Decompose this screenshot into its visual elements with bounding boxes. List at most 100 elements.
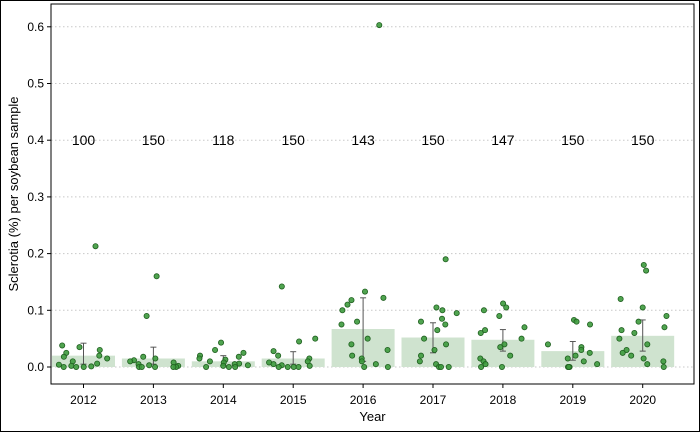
data-point-2018: [482, 361, 489, 368]
data-point-2018: [498, 363, 505, 370]
data-point-2020: [618, 327, 625, 334]
data-point-2019: [564, 355, 571, 362]
data-point-2015: [275, 352, 282, 359]
data-point-2016: [376, 22, 383, 29]
data-point-2013: [170, 363, 177, 370]
data-point-2017: [443, 341, 450, 348]
axis-layer: 0.0 0.1 0.2 0.3 0.4 0.5 0.6 2012 2013 2014 2015 201…: [27, 20, 656, 407]
sample-count-2015: 150: [282, 132, 306, 148]
count-label-layer: 100 150 118 150 143 150 147 150 150: [72, 132, 655, 148]
data-point-2014: [220, 362, 227, 369]
data-point-2017: [442, 321, 449, 328]
data-point-2014: [203, 363, 210, 370]
y-tick-label: 0.3: [27, 190, 44, 204]
data-point-2019: [578, 346, 585, 353]
data-point-2020: [644, 341, 651, 348]
data-point-2017: [416, 358, 423, 365]
data-point-2017: [417, 318, 424, 325]
data-point-2018: [521, 324, 528, 331]
data-point-2016: [358, 358, 365, 365]
data-point-2014: [240, 349, 247, 356]
data-point-2014: [218, 339, 225, 346]
data-point-2012: [60, 353, 67, 360]
y-tick-label: 0.0: [27, 360, 44, 374]
data-point-2016: [348, 297, 355, 304]
data-point-2018: [503, 304, 510, 311]
sample-count-2012: 100: [72, 132, 96, 148]
data-point-2013: [143, 312, 150, 319]
y-tick-label: 0.5: [27, 77, 44, 91]
data-point-2018: [477, 329, 484, 336]
data-point-2013: [146, 362, 153, 369]
data-point-2012: [104, 355, 111, 362]
data-point-2017: [421, 335, 428, 342]
data-point-2015: [295, 363, 302, 370]
data-point-2016: [338, 321, 345, 328]
data-point-2012: [73, 363, 80, 370]
data-point-2015: [312, 335, 319, 342]
data-point-2018: [496, 312, 503, 319]
data-point-2016: [384, 346, 391, 353]
data-point-2020: [660, 363, 667, 370]
data-point-2015: [290, 363, 297, 370]
x-tick-label: 2020: [629, 393, 656, 407]
data-point-2012: [59, 342, 66, 349]
sample-count-2017: 150: [421, 132, 445, 148]
data-point-2018: [501, 341, 508, 348]
data-point-2016: [361, 363, 368, 370]
data-point-2015: [278, 283, 285, 290]
data-point-2017: [439, 307, 446, 314]
data-point-2013: [152, 355, 159, 362]
data-point-2013: [138, 363, 145, 370]
data-point-2012: [60, 363, 67, 370]
data-point-2016: [380, 294, 387, 301]
data-point-2015: [270, 361, 277, 368]
sample-count-2014: 118: [212, 132, 235, 148]
data-point-2016: [384, 363, 391, 370]
data-point-2017: [439, 315, 446, 322]
data-point-2016: [348, 341, 355, 348]
data-point-2014: [232, 363, 239, 370]
x-tick-label: 2017: [420, 393, 447, 407]
data-point-2020: [628, 352, 635, 359]
data-point-2017: [437, 363, 444, 370]
data-point-2020: [663, 312, 670, 319]
data-point-2020: [640, 261, 647, 268]
data-point-2014: [212, 346, 219, 353]
y-tick-label: 0.2: [27, 247, 44, 261]
data-point-2019: [580, 358, 587, 365]
data-point-2020: [616, 335, 623, 342]
sample-count-2016: 143: [351, 132, 375, 148]
data-point-2018: [478, 363, 485, 370]
data-point-2014: [235, 353, 242, 360]
data-point-2020: [635, 318, 642, 325]
data-point-2017: [433, 304, 440, 311]
data-point-2014: [225, 363, 232, 370]
data-point-2012: [80, 363, 87, 370]
y-tick-label: 0.6: [27, 20, 44, 34]
x-axis-title: Year: [359, 409, 386, 424]
y-tick-label: 0.1: [27, 303, 44, 317]
data-point-2012: [55, 361, 62, 368]
data-point-2019: [544, 341, 551, 348]
data-point-2017: [418, 352, 425, 359]
data-point-2016: [364, 335, 371, 342]
data-point-2015: [275, 363, 282, 370]
data-point-2017: [442, 256, 449, 263]
data-point-2014: [244, 362, 251, 369]
sample-count-2019: 150: [561, 132, 585, 148]
x-tick-label: 2016: [350, 393, 377, 407]
data-point-2016: [349, 352, 356, 359]
data-point-2016: [361, 288, 368, 295]
data-point-2015: [270, 348, 277, 355]
data-point-2014: [206, 358, 213, 365]
data-point-2017: [434, 327, 441, 334]
data-point-2014: [196, 355, 203, 362]
data-point-2019: [572, 352, 579, 359]
data-point-2016: [354, 318, 361, 325]
data-point-2018: [482, 327, 489, 334]
x-tick-label: 2014: [210, 393, 237, 407]
data-point-2020: [643, 267, 650, 274]
data-point-2019: [573, 318, 580, 325]
data-point-2012: [96, 346, 103, 353]
